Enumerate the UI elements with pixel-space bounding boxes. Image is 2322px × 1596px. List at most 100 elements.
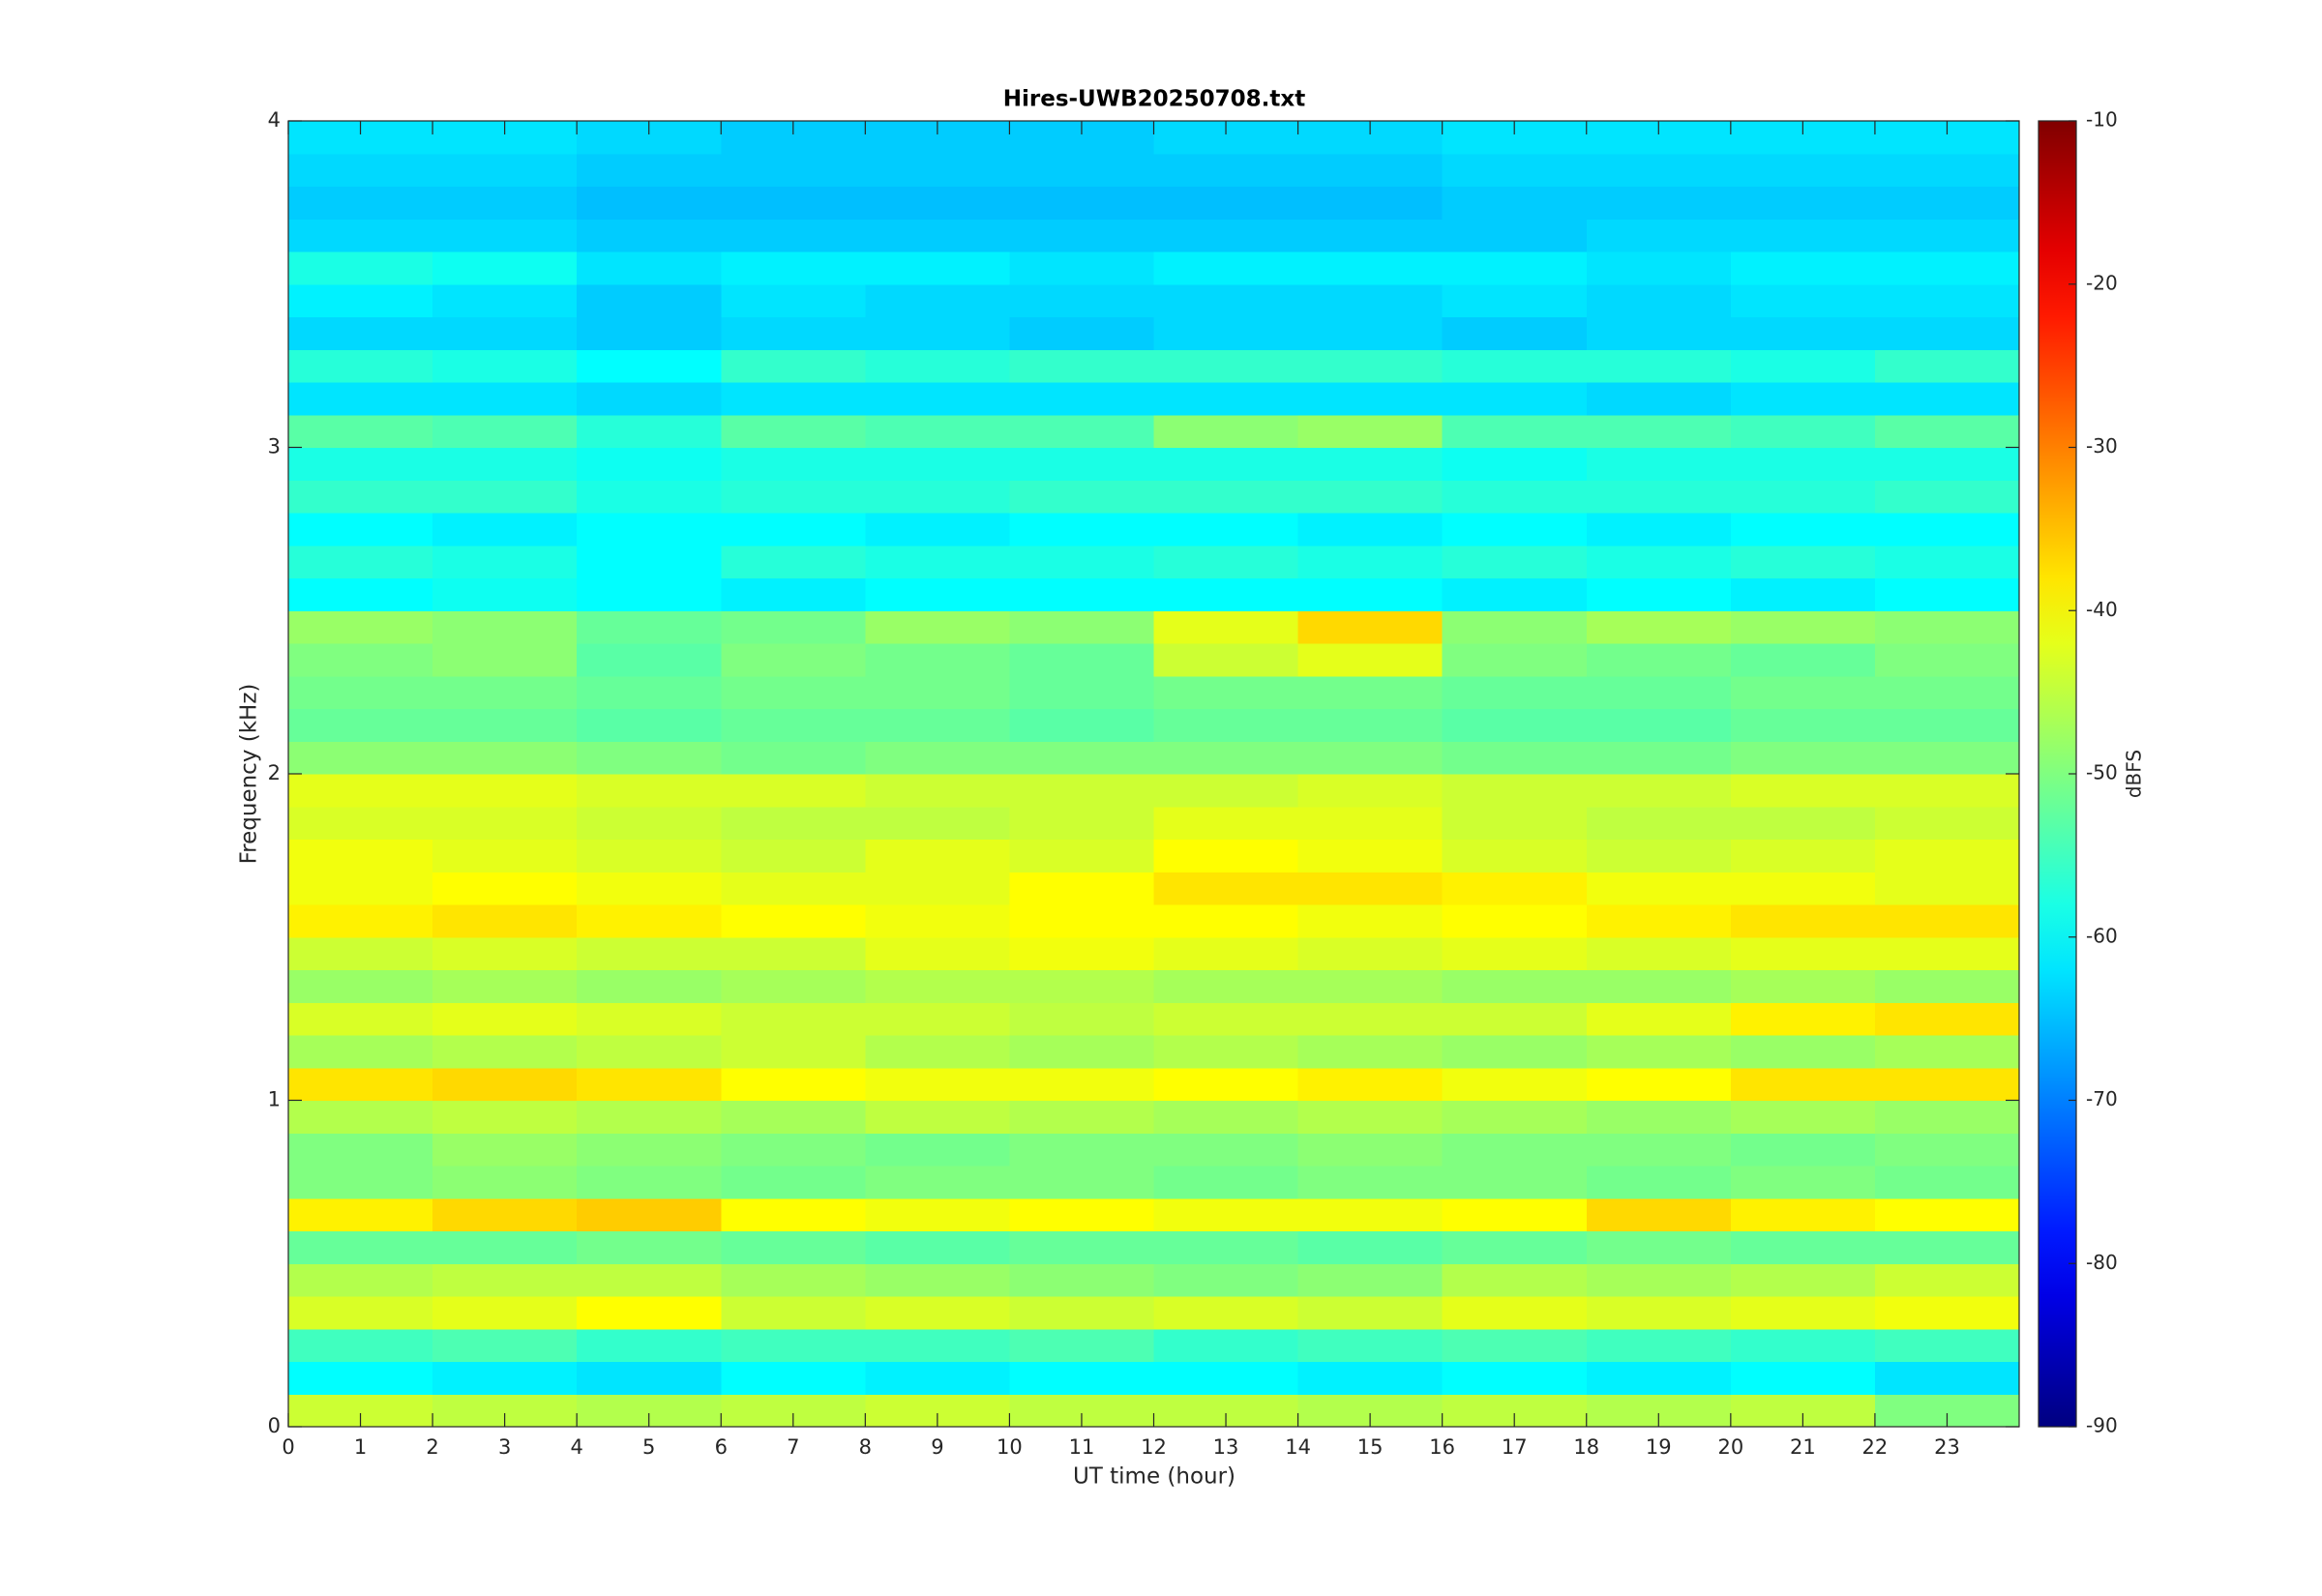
heatmap-cell — [432, 1002, 578, 1036]
heatmap-cell — [432, 1328, 578, 1362]
heatmap-cell — [577, 480, 722, 514]
heatmap-cell — [1730, 1133, 1876, 1167]
heatmap-cell — [432, 414, 578, 448]
heatmap-cell — [1153, 316, 1299, 350]
heatmap-cell — [721, 969, 866, 1003]
heatmap-cell — [577, 675, 722, 709]
heatmap-cell — [1730, 283, 1876, 317]
heatmap-cell — [432, 349, 578, 383]
heatmap-cell — [1009, 251, 1154, 285]
heatmap-cell — [1153, 936, 1299, 970]
x-tick-label: 15 — [1357, 1435, 1384, 1459]
heatmap-cell — [577, 1002, 722, 1036]
heatmap-cell — [1442, 186, 1588, 220]
heatmap-cell — [1153, 513, 1299, 547]
heatmap-cell — [288, 1263, 433, 1297]
x-tick-label: 20 — [1717, 1435, 1743, 1459]
heatmap-cell — [865, 1328, 1010, 1362]
heatmap-cell — [1153, 480, 1299, 514]
heatmap-cell — [1874, 1296, 2020, 1330]
heatmap-cell — [1874, 447, 2020, 481]
heatmap-cell — [721, 283, 866, 317]
heatmap-cell — [721, 480, 866, 514]
heatmap-cell — [288, 1230, 433, 1264]
heatmap-cell — [1297, 251, 1444, 285]
heatmap-cell — [432, 610, 578, 644]
heatmap-cell — [865, 283, 1010, 317]
heatmap-cell — [1153, 1230, 1299, 1264]
heatmap-cell — [1586, 251, 1732, 285]
heatmap-cell — [288, 545, 433, 578]
heatmap-cell — [1009, 1133, 1154, 1167]
heatmap-cell — [1874, 1263, 2020, 1297]
heatmap-cell — [288, 904, 433, 938]
heatmap-cell — [865, 936, 1010, 970]
heatmap-cell — [1442, 708, 1588, 742]
heatmap-cell — [1009, 1230, 1154, 1264]
heatmap-cell — [1009, 1100, 1154, 1134]
heatmap-cell — [1586, 1067, 1732, 1101]
heatmap-cell — [1297, 1230, 1444, 1264]
heatmap-cell — [1442, 1197, 1588, 1231]
heatmap-cell — [1586, 675, 1732, 709]
heatmap-cell — [288, 969, 433, 1003]
x-tick-label: 23 — [1934, 1435, 1960, 1459]
heatmap-cell — [577, 349, 722, 383]
heatmap-cell — [1730, 1197, 1876, 1231]
x-tick-label: 3 — [498, 1435, 511, 1459]
heatmap-cell — [1442, 545, 1588, 578]
heatmap-cell — [721, 1361, 866, 1395]
heatmap-cell — [1009, 872, 1154, 905]
heatmap-cell — [288, 382, 433, 416]
x-tick-label: 2 — [426, 1435, 438, 1459]
heatmap-cell — [1730, 577, 1876, 611]
heatmap-cell — [1730, 1166, 1876, 1199]
heatmap-cell — [1586, 839, 1732, 872]
heatmap-cell — [865, 872, 1010, 905]
heatmap-cell — [1297, 806, 1444, 840]
heatmap-cell — [1586, 480, 1732, 514]
heatmap-cell — [865, 1230, 1010, 1264]
heatmap-cell — [1442, 806, 1588, 840]
heatmap-cell — [1153, 741, 1299, 775]
heatmap-cell — [432, 774, 578, 808]
colorbar-tick-label: -60 — [2086, 924, 2118, 947]
heatmap-cell — [288, 675, 433, 709]
heatmap-cell — [1874, 283, 2020, 317]
heatmap-cell — [1586, 382, 1732, 416]
heatmap-cell — [288, 480, 433, 514]
heatmap-cell — [1586, 1100, 1732, 1134]
heatmap-cell — [577, 872, 722, 905]
heatmap-cell — [721, 251, 866, 285]
heatmap-cell — [1586, 1035, 1732, 1069]
heatmap-cell — [1586, 708, 1732, 742]
heatmap-cell — [1009, 839, 1154, 872]
heatmap-cell — [1730, 969, 1876, 1003]
heatmap-cell — [865, 186, 1010, 220]
heatmap-cell — [577, 283, 722, 317]
heatmap-cell — [1730, 1002, 1876, 1036]
heatmap-cell — [288, 610, 433, 644]
heatmap-cell — [432, 153, 578, 187]
heatmap-cell — [1586, 316, 1732, 350]
heatmap-cell — [1297, 643, 1444, 677]
heatmap-cell — [1874, 545, 2020, 578]
heatmap-cell — [1153, 708, 1299, 742]
heatmap-cell — [1153, 1166, 1299, 1199]
heatmap-cell — [1730, 1067, 1876, 1101]
heatmap-cell — [1153, 969, 1299, 1003]
y-axis-label: Frequency (kHz) — [237, 684, 262, 865]
heatmap-cell — [1153, 675, 1299, 709]
heatmap-cell — [1009, 1263, 1154, 1297]
heatmap-cell — [1153, 186, 1299, 220]
heatmap-cell — [1874, 219, 2020, 252]
heatmap-cell — [288, 219, 433, 252]
heatmap-cell — [1297, 283, 1444, 317]
heatmap-cell — [1442, 1361, 1588, 1395]
heatmap-cell — [865, 1067, 1010, 1101]
heatmap-cell — [1730, 349, 1876, 383]
heatmap-cell — [1442, 1166, 1588, 1199]
heatmap-cell — [721, 513, 866, 547]
heatmap-cell — [1442, 839, 1588, 872]
